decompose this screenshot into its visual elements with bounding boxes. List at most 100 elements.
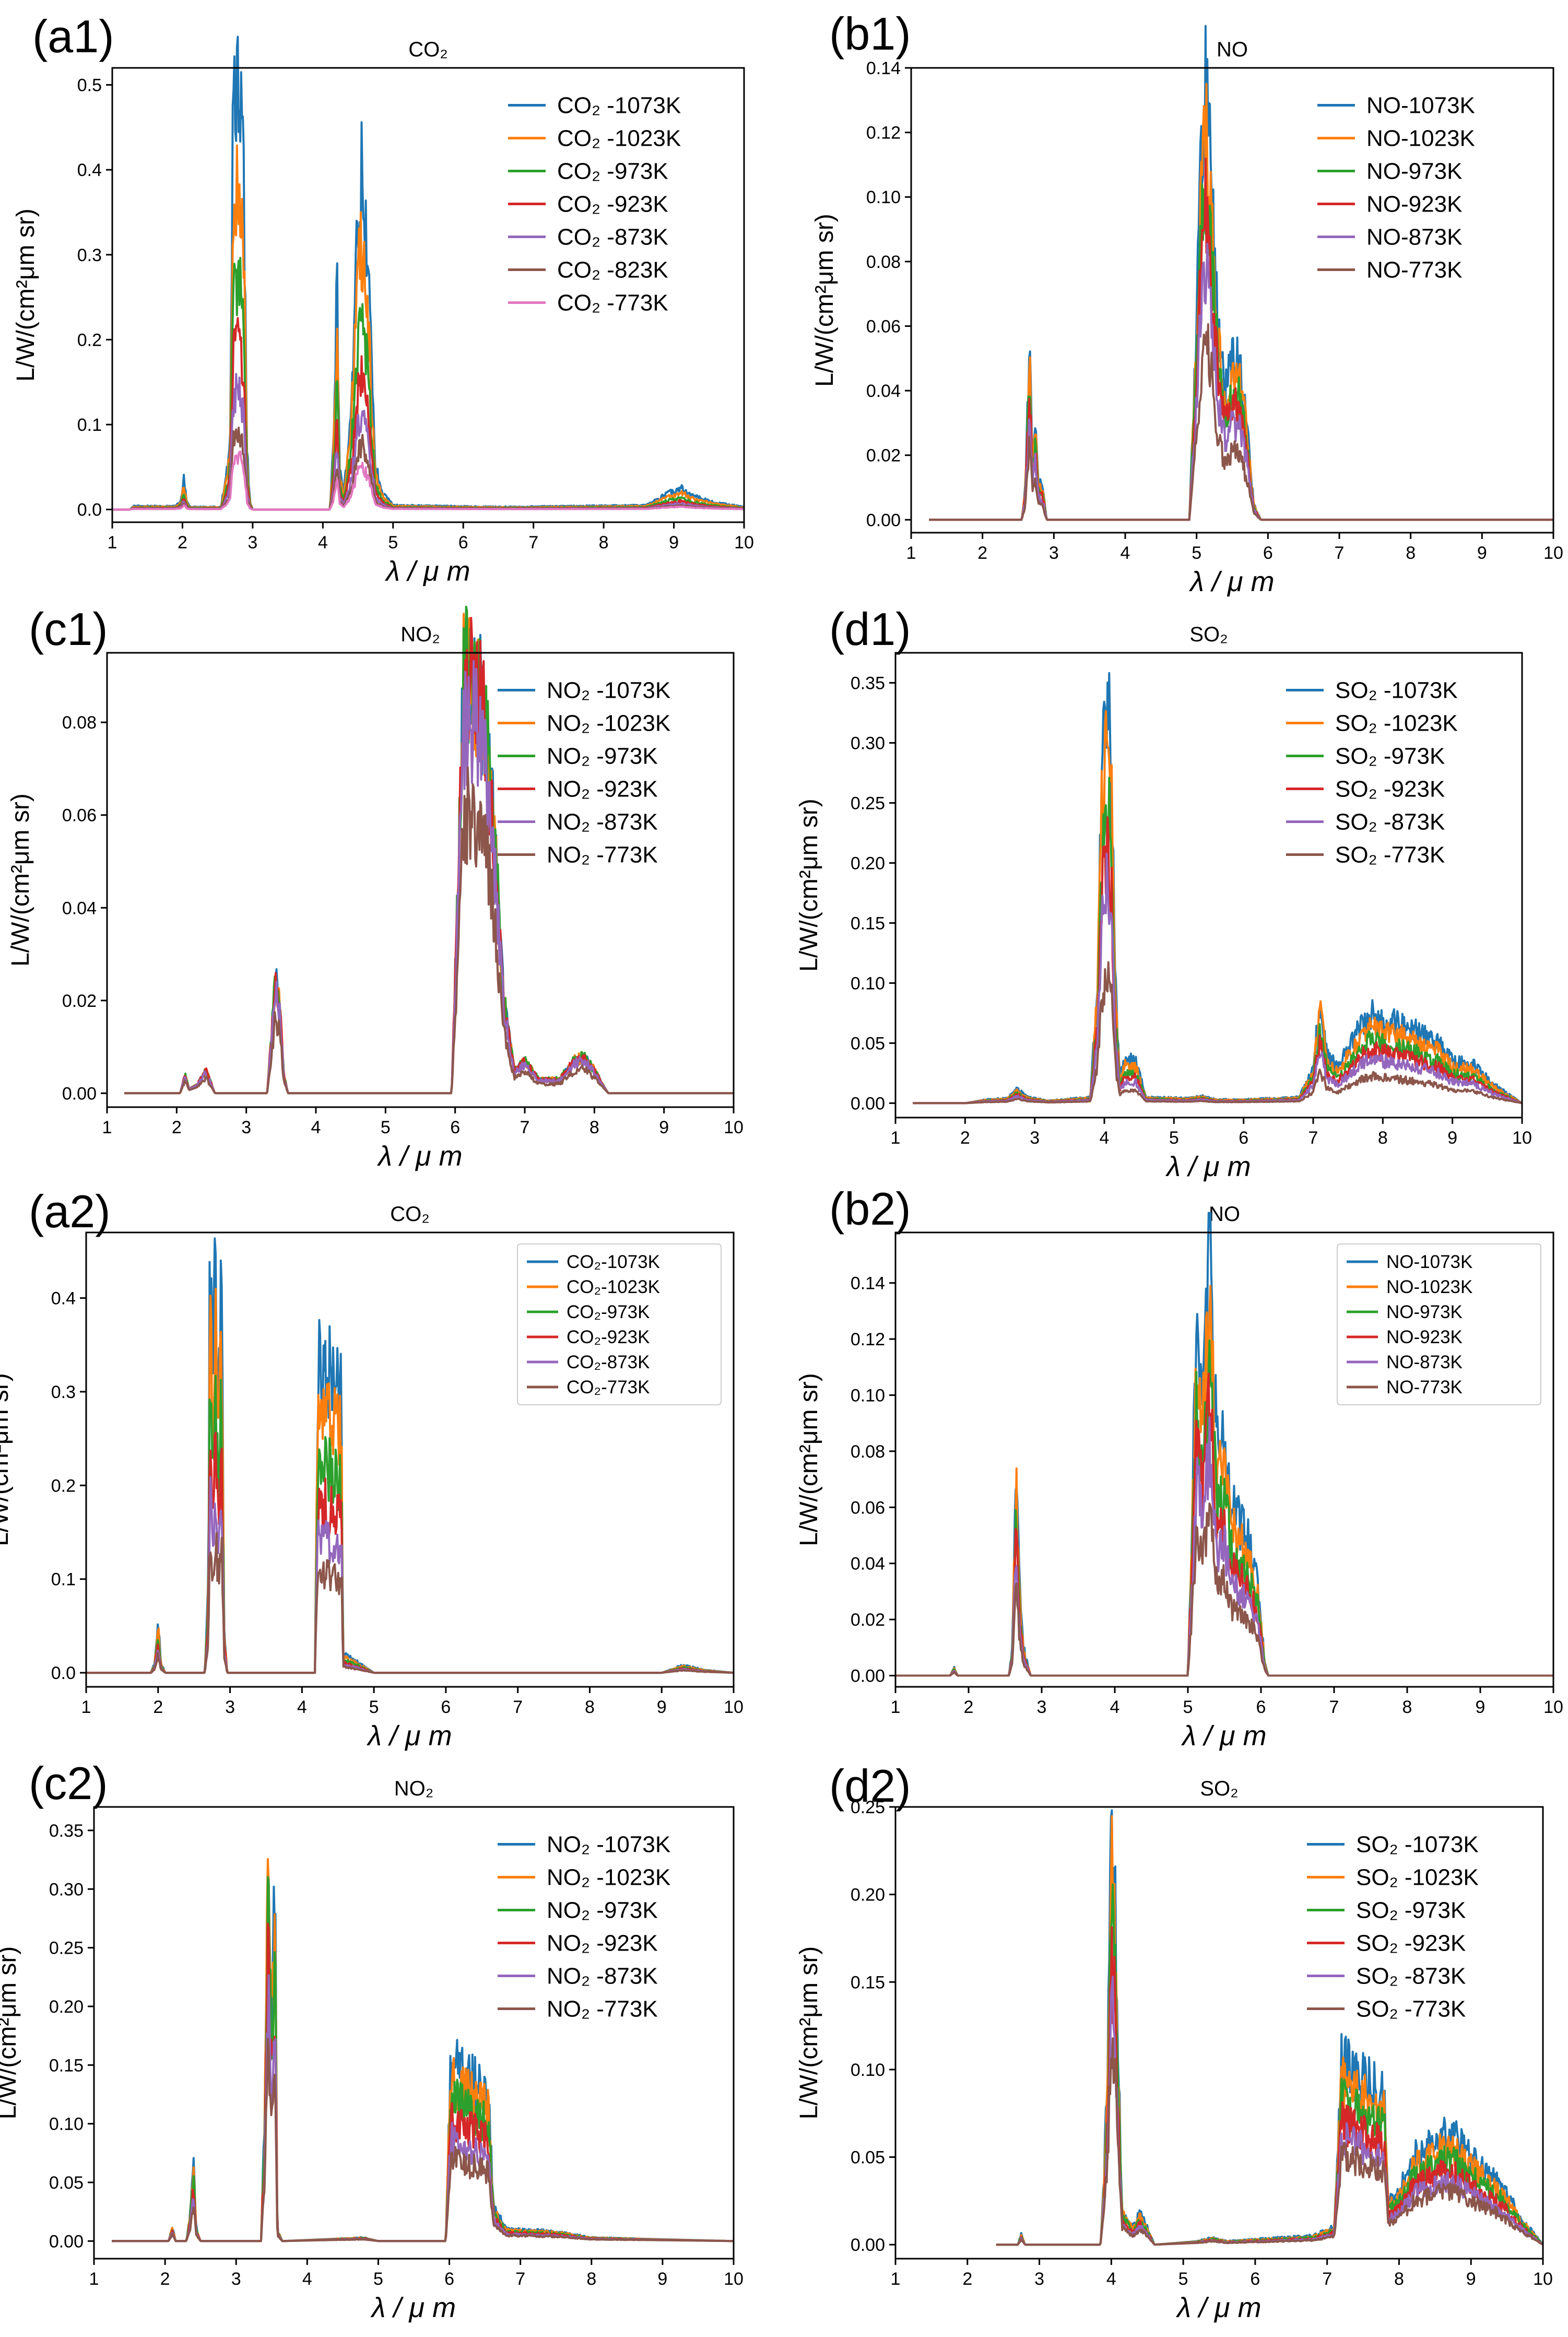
- x-tick-label: 8: [599, 533, 609, 553]
- legend-label: SO₂ -873K: [1356, 1964, 1466, 1989]
- x-tick-label: 6: [441, 1697, 451, 1717]
- legend-label: NO₂ -973K: [547, 744, 658, 769]
- legend: NO-1073K NO-1023K NO-973K NO-923K NO-873K NO-…: [1337, 1243, 1541, 1405]
- legend-label: SO₂ -1073K: [1356, 1832, 1479, 1858]
- legend-label: CO₂-873K: [567, 1352, 650, 1372]
- x-tick-label: 8: [590, 1118, 599, 1137]
- plot-frame: [93, 1806, 735, 2260]
- series-line: [111, 2037, 734, 2242]
- y-tick-label: 0.30: [851, 733, 885, 753]
- y-tick-label: 0.06: [866, 316, 901, 336]
- legend-label: NO₂ -873K: [547, 809, 658, 835]
- x-tick-label: 6: [1256, 1697, 1266, 1717]
- x-tick-label: 2: [153, 1697, 163, 1717]
- chart-title: SO₂: [1189, 623, 1228, 646]
- x-tick-label: 4: [297, 1697, 307, 1717]
- y-axis-label: L/W/(cm²μm sr): [795, 1946, 823, 2120]
- x-tick-label: 2: [178, 533, 187, 553]
- y-axis-label: L/W/(cm²μm sr): [7, 793, 34, 967]
- chart-panel-4: (a2) CO₂ 1 2 3 4 5 6 7 8 9 10 0.0 0.1 0.2 0.3 0.4 λ / μ m…: [0, 1185, 744, 1752]
- y-tick-label: 0.25: [49, 1939, 84, 1958]
- series-line: [895, 1372, 1554, 1677]
- chart-title: NO₂: [400, 623, 440, 646]
- series-line: [86, 1431, 734, 1674]
- plot-frame: [894, 1231, 1554, 1688]
- x-tick-label: 1: [81, 1697, 91, 1717]
- y-tick-label: 0.0: [77, 500, 102, 520]
- x-tick-label: 9: [659, 1118, 669, 1137]
- x-axis-label: λ / μ m: [1181, 1720, 1266, 1752]
- panel-label: (c2): [29, 1757, 108, 1809]
- x-tick-label: 9: [1447, 1128, 1457, 1148]
- x-tick-label: 9: [1476, 1697, 1486, 1717]
- chart-panel-7: (d2) SO₂ 1 2 3 4 5 6 7 8 9 10 0.00 0.05 0.10 0.15 0.20 0.…: [795, 1760, 1553, 2323]
- y-tick-label: 0.15: [851, 1972, 885, 1992]
- legend-label: SO₂ -1023K: [1356, 1865, 1479, 1890]
- y-tick-label: 0.20: [851, 853, 885, 873]
- x-tick-label: 10: [734, 533, 754, 553]
- x-tick-label: 9: [1466, 2269, 1476, 2289]
- legend-label: NO-1073K: [1386, 1252, 1472, 1272]
- legend: NO-1073K NO-1023K NO-973K NO-923K NO-873K NO-…: [1317, 93, 1475, 283]
- y-tick-label: 0.10: [49, 2115, 84, 2134]
- x-tick-label: 2: [172, 1118, 182, 1137]
- chart-title: NO: [1209, 1203, 1240, 1226]
- legend-label: CO₂-773K: [567, 1377, 650, 1397]
- x-axis-label: λ / μ m: [1175, 2292, 1261, 2323]
- x-tick-label: 10: [1543, 1697, 1563, 1717]
- y-tick-label: 0.04: [866, 381, 901, 401]
- x-tick-label: 5: [369, 1697, 379, 1717]
- x-tick-label: 5: [1178, 2269, 1188, 2289]
- x-tick-label: 1: [108, 533, 117, 553]
- x-tick-label: 4: [302, 2269, 312, 2289]
- legend-label: NO₂ -1023K: [547, 1865, 670, 1890]
- series-line: [895, 1502, 1554, 1677]
- y-tick-label: 0.2: [51, 1476, 76, 1496]
- x-axis-label: λ / μ m: [384, 556, 470, 587]
- panel-label: (a2): [29, 1185, 111, 1237]
- y-tick-label: 0.4: [51, 1289, 76, 1309]
- legend-label: CO₂-923K: [567, 1327, 650, 1347]
- y-tick-label: 0.10: [851, 2060, 885, 2080]
- x-axis-label: λ / μ m: [1165, 1151, 1251, 1182]
- legend-label: NO₂ -1073K: [547, 1832, 670, 1858]
- x-tick-label: 6: [450, 1118, 460, 1137]
- y-tick-label: 0.00: [851, 2235, 885, 2255]
- series-line: [112, 426, 745, 511]
- x-axis-label: λ / μ m: [370, 2292, 456, 2323]
- legend-label: NO-923K: [1386, 1327, 1463, 1347]
- x-tick-label: 10: [724, 2269, 744, 2289]
- series-line: [86, 1532, 734, 1674]
- y-tick-label: 0.0: [51, 1663, 76, 1683]
- y-tick-label: 0.4: [77, 160, 102, 180]
- y-tick-label: 0.12: [851, 1330, 885, 1349]
- legend-label: SO₂ -923K: [1335, 777, 1445, 802]
- y-axis-label: L/W/(cm²μm sr): [0, 1373, 14, 1546]
- y-tick-label: 0.2: [77, 330, 102, 350]
- y-tick-label: 0.30: [49, 1880, 84, 1899]
- panel-label: (a1): [32, 10, 114, 62]
- x-tick-label: 10: [724, 1118, 744, 1137]
- y-tick-label: 0.00: [62, 1084, 97, 1103]
- x-tick-label: 3: [247, 533, 257, 553]
- x-tick-label: 1: [891, 1128, 901, 1148]
- plot-frame: [111, 67, 745, 523]
- x-tick-label: 1: [891, 1697, 901, 1717]
- x-axis-label: λ / μ m: [1188, 566, 1274, 597]
- y-tick-label: 0.00: [851, 1094, 885, 1113]
- legend-label: NO₂ -873K: [547, 1964, 658, 1989]
- legend-label: NO-1023K: [1366, 126, 1475, 151]
- x-tick-label: 8: [586, 2269, 596, 2289]
- y-tick-label: 0.10: [851, 1385, 885, 1405]
- x-tick-label: 6: [444, 2269, 454, 2289]
- x-axis-label: λ / μ m: [376, 1141, 462, 1172]
- legend: CO₂-1073K CO₂-1023K CO₂-973K CO₂-923K CO₂-87…: [517, 1243, 722, 1405]
- legend-label: SO₂ -923K: [1356, 1931, 1466, 1956]
- y-tick-label: 0.08: [866, 252, 901, 272]
- x-tick-label: 10: [1512, 1128, 1532, 1148]
- legend-label: NO-773K: [1386, 1377, 1463, 1397]
- x-tick-label: 7: [1308, 1128, 1318, 1148]
- y-tick-label: 0.02: [62, 991, 97, 1011]
- x-tick-label: 3: [1037, 1697, 1047, 1717]
- plot-frame: [894, 652, 1523, 1119]
